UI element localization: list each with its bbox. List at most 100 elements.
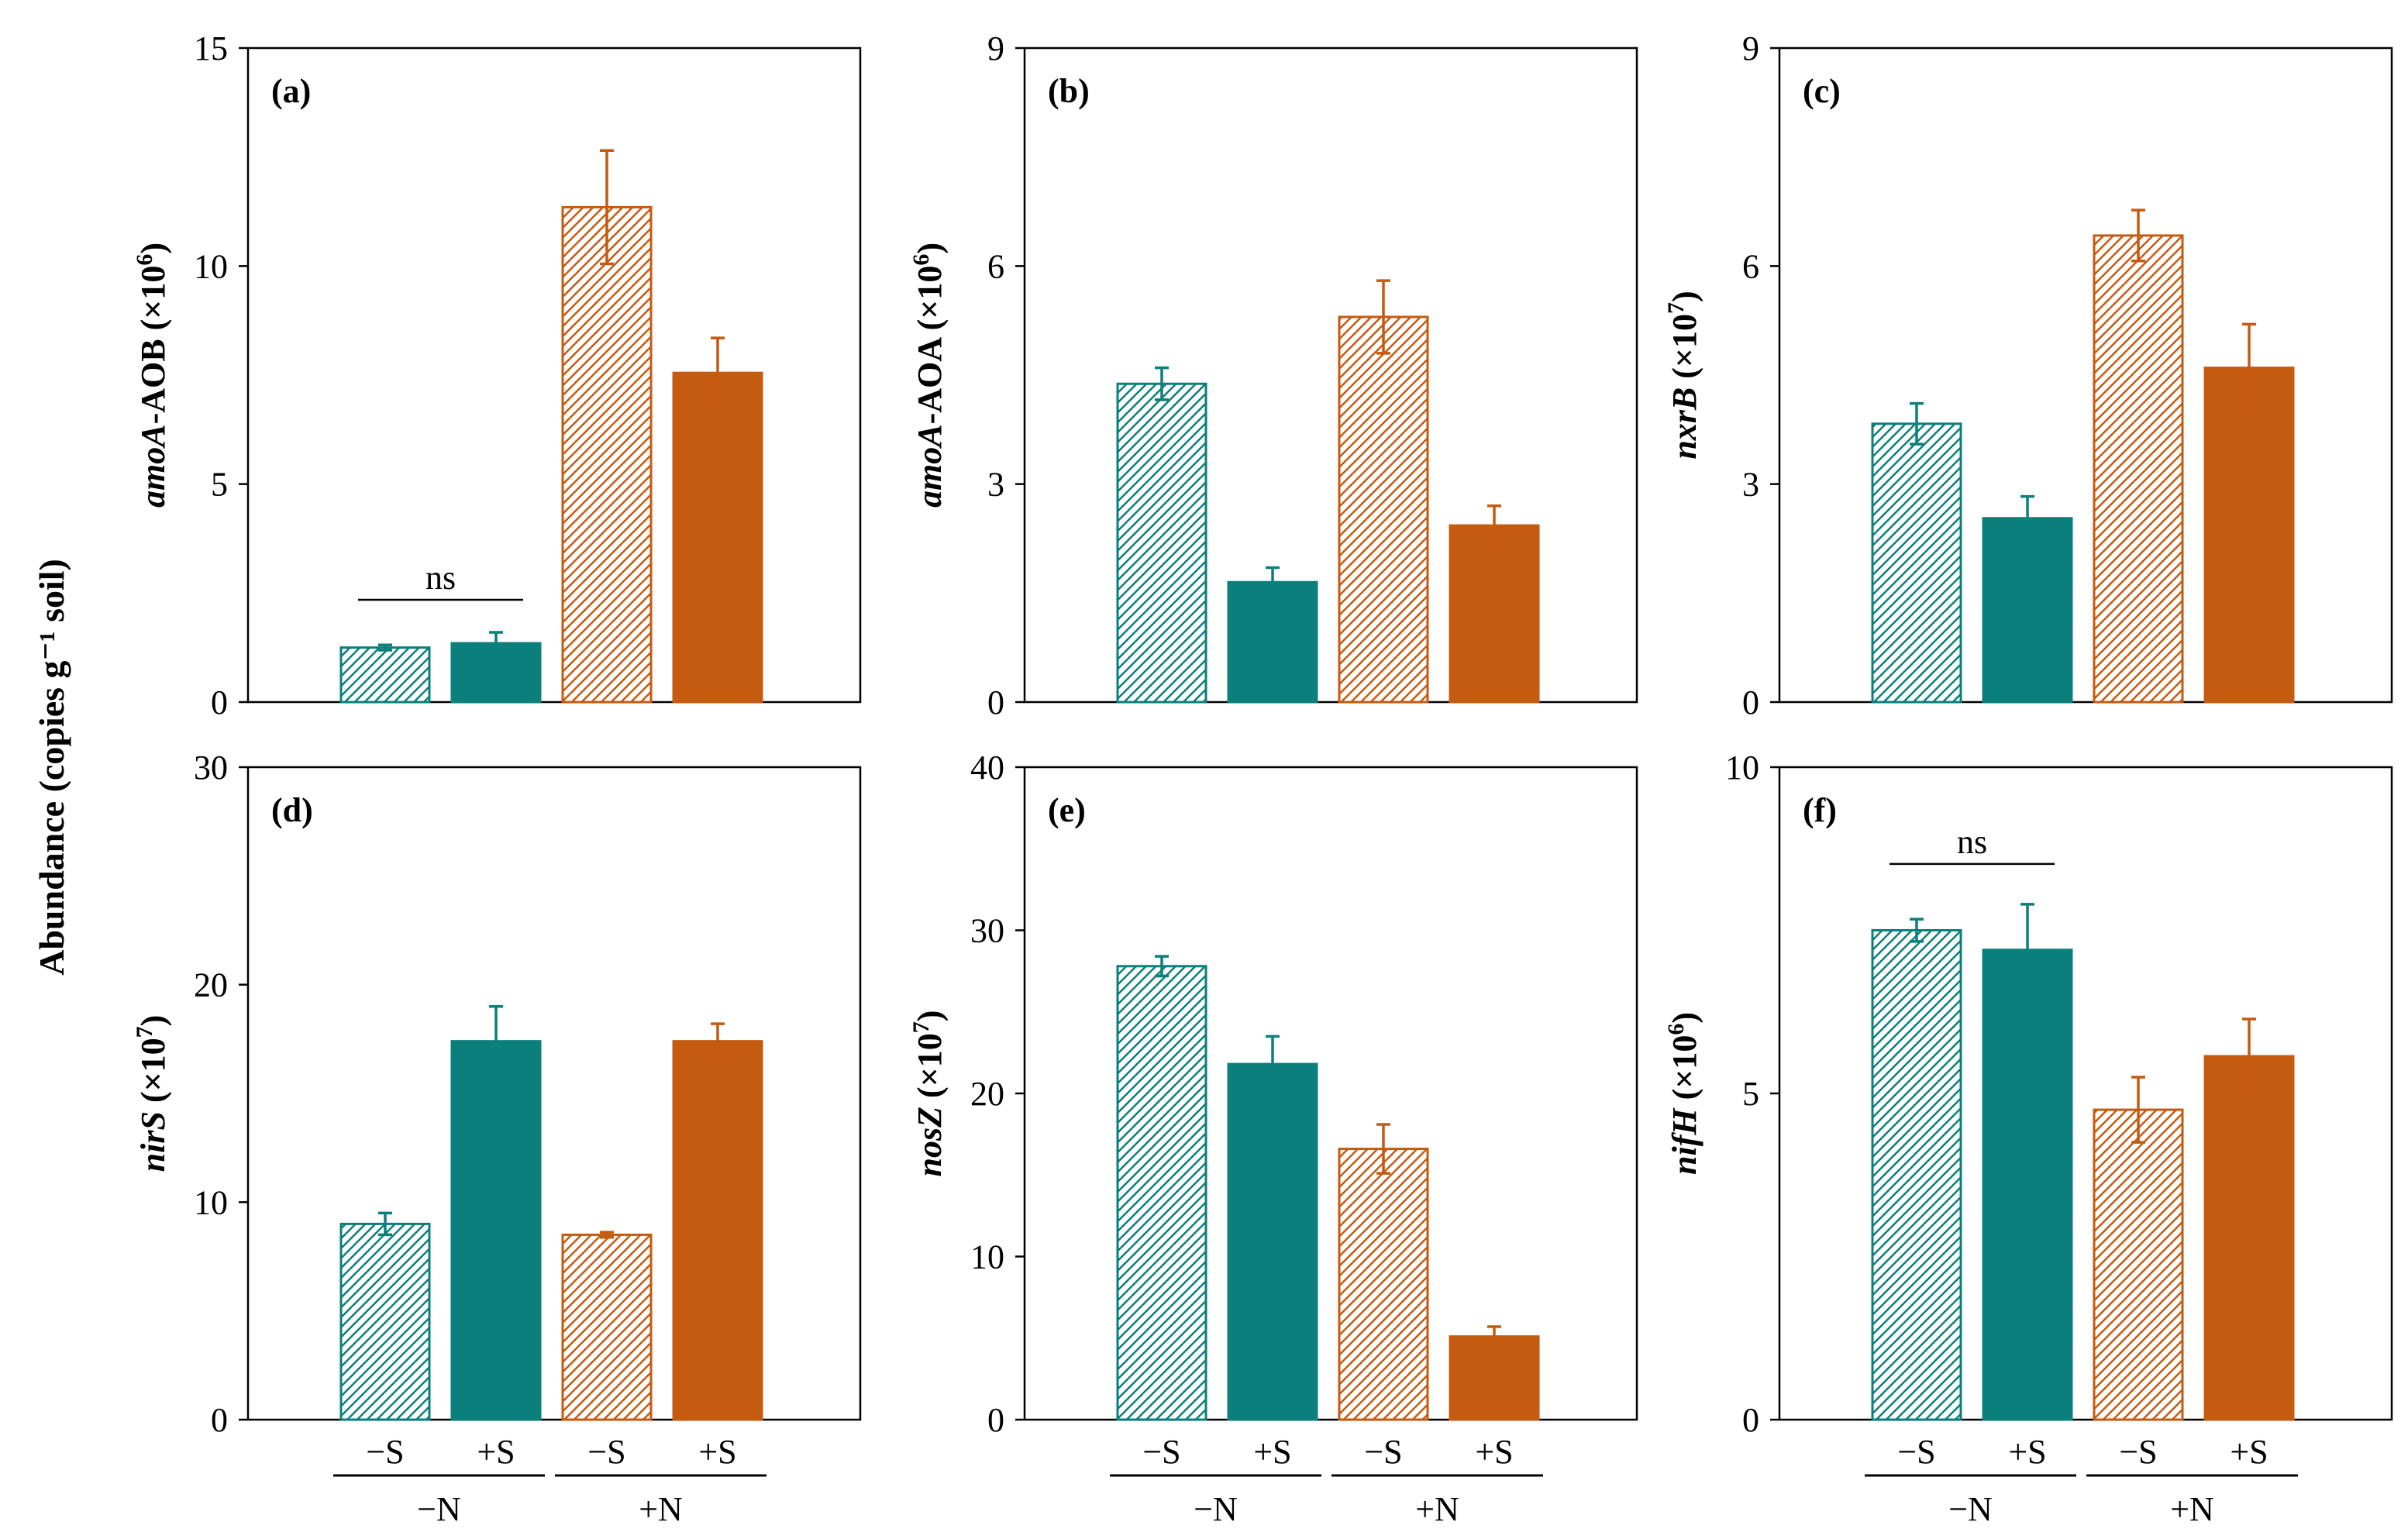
bar <box>339 1222 431 1421</box>
x-tick-label: −S <box>1142 1433 1180 1471</box>
group-label: +N <box>1415 1490 1459 1528</box>
y-axis-label-close: ) <box>1666 291 1704 302</box>
group-label: −N <box>1194 1490 1238 1528</box>
bar <box>2203 1055 2295 1421</box>
x-tick-label: +S <box>1475 1433 1513 1471</box>
y-axis-label-gene: nxrB <box>1666 387 1704 460</box>
bar <box>1338 1148 1429 1421</box>
bar <box>1227 1062 1318 1421</box>
y-axis-label-unit: (×10 <box>911 1033 949 1107</box>
bar <box>1116 382 1207 704</box>
x-tick-label: +S <box>2230 1433 2268 1471</box>
group-label: −N <box>1948 1490 1993 1528</box>
panel-f: 0 5 10 (f) nifH (×106) ns −S +S −S +S −N +N <box>1663 749 2393 1528</box>
y-tick-label: 10 <box>970 1238 1004 1276</box>
x-tick-label: +S <box>477 1433 515 1471</box>
y-tick-label: 0 <box>1742 1401 1759 1439</box>
panel-a: 0 5 10 15 (a) amoA-AOB (×106) ns <box>132 29 862 721</box>
plot-frame <box>246 766 862 1421</box>
bar <box>1449 524 1540 704</box>
y-tick-label: 20 <box>194 966 228 1004</box>
y-tick-label: 6 <box>1742 247 1759 285</box>
panel-label: (d) <box>271 791 313 829</box>
x-tick-label: −S <box>1364 1433 1402 1471</box>
y-axis-label-gene: nosZ <box>911 1107 949 1176</box>
y-axis-label-exponent: 7 <box>1663 302 1689 314</box>
ns-label: ns <box>425 559 456 597</box>
panel-e: 0 10 20 30 40 (e) nosZ (×107) −S +S −S +S −N +N <box>908 749 1638 1528</box>
y-tick-label: 0 <box>1742 683 1759 721</box>
bar <box>1338 315 1429 704</box>
y-axis-label-close: ) <box>134 243 172 254</box>
group-label: +N <box>639 1490 683 1528</box>
y-axis-label: amoA-AOB (×106) <box>132 243 172 508</box>
bar <box>672 371 763 704</box>
panel-label: (f) <box>1803 791 1837 829</box>
panel-c: 0 3 6 9 (c) nxrB (×107) <box>1663 29 2393 721</box>
group-label: +N <box>2170 1490 2214 1528</box>
bar <box>2093 234 2184 704</box>
y-tick-label: 10 <box>194 247 228 285</box>
y-tick-label: 6 <box>987 247 1004 285</box>
bar <box>2093 1108 2184 1421</box>
y-tick-label: 30 <box>194 749 228 787</box>
y-axis-label-exponent: 7 <box>132 1026 157 1038</box>
y-axis-label: nirS (×107) <box>132 1015 172 1172</box>
y-axis-label-unit: -AOB (×10 <box>134 266 172 425</box>
y-tick-label: 0 <box>211 683 228 721</box>
y-tick-label: 9 <box>1742 29 1759 67</box>
y-axis-label: nosZ (×107) <box>908 1011 949 1177</box>
y-axis-label-unit: (×10 <box>1666 1035 1704 1109</box>
bar <box>1871 929 1962 1421</box>
y-axis-label-close: ) <box>1666 1012 1704 1024</box>
y-axis-label-unit: (×10 <box>1666 314 1704 387</box>
bar <box>339 646 431 704</box>
y-tick-label: 0 <box>987 683 1004 721</box>
panel-label: (c) <box>1803 72 1841 110</box>
y-axis-label-close: ) <box>134 1015 172 1027</box>
y-tick-label: 0 <box>211 1401 228 1439</box>
y-axis-label: nxrB (×107) <box>1663 291 1704 459</box>
bar <box>450 1040 542 1421</box>
bar <box>561 205 653 704</box>
y-axis-label-exponent: 7 <box>908 1021 934 1033</box>
y-tick-label: 3 <box>1742 466 1759 504</box>
x-tick-label: +S <box>1253 1433 1291 1471</box>
panel-d: 0 10 20 30 (d) nirS (×107) −S +S −S +S −N +N <box>132 749 862 1528</box>
bar <box>1982 949 2073 1421</box>
bar <box>561 1233 653 1421</box>
plot-frame <box>246 46 862 704</box>
bar <box>1449 1335 1540 1421</box>
y-axis-label-gene: amoA <box>134 424 172 508</box>
y-tick-label: 0 <box>987 1401 1004 1439</box>
x-tick-label: −S <box>366 1433 404 1471</box>
bar <box>1982 517 2073 704</box>
bar <box>2203 367 2295 704</box>
panel-label: (e) <box>1048 791 1086 829</box>
plot-frame <box>1778 46 2393 704</box>
y-tick-label: 5 <box>1742 1075 1759 1113</box>
y-axis-label-exponent: 6 <box>1663 1024 1689 1035</box>
y-axis-label-close: ) <box>911 243 949 254</box>
y-axis-label-exponent: 6 <box>132 254 157 266</box>
y-tick-label: 3 <box>987 466 1004 504</box>
ns-label: ns <box>1957 823 1987 861</box>
bar <box>1871 422 1962 704</box>
y-tick-label: 10 <box>194 1183 228 1221</box>
panel-label: (b) <box>1048 72 1090 110</box>
x-tick-label: +S <box>698 1433 736 1471</box>
y-axis-label-gene: amoA <box>911 424 949 508</box>
x-tick-label: −S <box>1897 1433 1935 1471</box>
bar <box>1227 580 1318 704</box>
y-tick-label: 9 <box>987 29 1004 67</box>
plot-frame <box>1023 46 1638 704</box>
x-tick-label: −S <box>2119 1433 2157 1471</box>
panel-label: (a) <box>271 72 311 110</box>
y-axis-label-gene: nirS <box>134 1111 172 1172</box>
group-label: −N <box>417 1490 461 1528</box>
y-tick-label: 15 <box>194 29 228 67</box>
y-axis-label-unit: (×10 <box>134 1038 172 1111</box>
y-axis-label-gene: nifH <box>1666 1107 1704 1175</box>
